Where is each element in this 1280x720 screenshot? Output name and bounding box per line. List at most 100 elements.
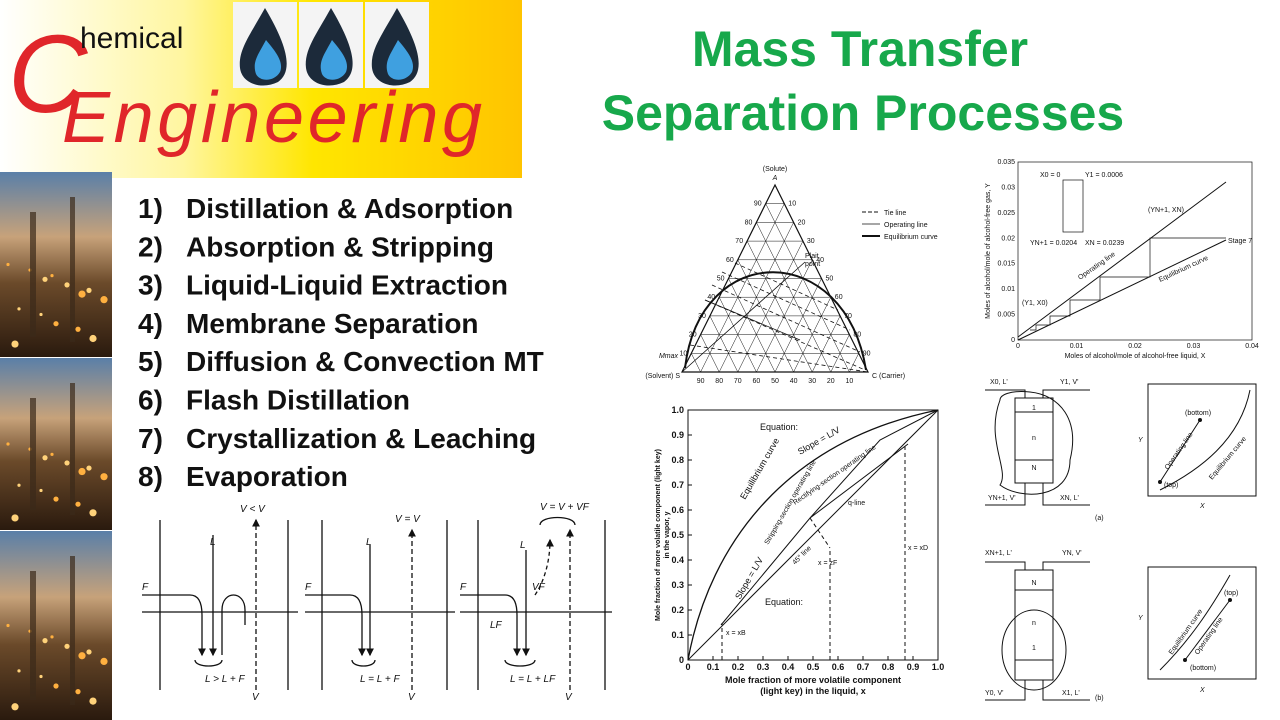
label: N: [1031, 580, 1036, 587]
tick-label: 80: [853, 332, 861, 339]
topic-text: Liquid-Liquid Extraction: [186, 270, 508, 301]
label: X0 = 0: [1040, 172, 1061, 179]
label: X: [1199, 503, 1205, 510]
tower: [30, 398, 36, 510]
label: (Solvent) S: [645, 373, 680, 380]
x-tick-label: 1.0: [932, 662, 945, 672]
label: Y1, V': [1060, 379, 1078, 386]
label: F: [460, 582, 467, 593]
label: V: [252, 692, 260, 703]
topic-list: 1) Distillation & Adsorption 2) Absorption …: [138, 193, 544, 492]
light: [11, 340, 19, 348]
light: [100, 296, 108, 304]
grid-line: [728, 278, 776, 373]
line-art: [305, 520, 455, 690]
tick-label: 30: [807, 238, 815, 245]
label: YN+1 = 0.0204: [1030, 240, 1077, 247]
photo-strip: [0, 172, 112, 720]
line-art: [142, 516, 612, 690]
line-art: [1159, 574, 1231, 671]
topic-number: 4): [138, 308, 163, 339]
line-art: [460, 594, 521, 657]
light: [75, 689, 81, 695]
light: [75, 326, 81, 332]
label: Operating line: [1164, 431, 1195, 471]
axis-label: (light key) in the liquid, x: [760, 686, 866, 696]
label: n: [1032, 620, 1036, 627]
tick-label: 10: [680, 350, 688, 357]
light: [6, 442, 10, 446]
line-art: [1014, 397, 1054, 484]
light: [64, 460, 70, 466]
line-art: [1184, 599, 1231, 661]
label: XN+1, L': [985, 550, 1012, 557]
line-art: [142, 594, 206, 657]
tick-label: 10: [788, 201, 796, 208]
light: [42, 455, 48, 461]
tick-label: 40: [707, 294, 715, 301]
label: L: [366, 537, 372, 548]
label: x = zF: [818, 560, 837, 567]
y-tick-label: 0.015: [997, 261, 1015, 268]
topic-number: 5): [138, 346, 163, 377]
light: [50, 635, 54, 639]
topic-text: Crystallization & Leaching: [186, 423, 536, 454]
line-art: [504, 659, 536, 667]
label: Stripping-section operating line: [764, 459, 818, 546]
label: point: [805, 261, 820, 268]
grid-line: [709, 315, 739, 373]
label: Equation:: [765, 597, 803, 607]
logo-rest: hemical: [80, 22, 183, 55]
line-art: [0, 358, 112, 530]
x-tick-label: 0.04: [1245, 343, 1259, 350]
line-art: [687, 409, 939, 661]
light: [11, 514, 19, 522]
title-line: Separation Processes: [602, 85, 1125, 141]
x-tick-label: 0.02: [1128, 343, 1142, 350]
light: [17, 307, 21, 311]
tick-label: 50: [771, 378, 779, 385]
mccabe-thiele-diagram: Equation: Equilibrium curve Slope = L/V …: [655, 405, 944, 696]
tick-label: 20: [689, 332, 697, 339]
light: [100, 657, 108, 666]
label: X: [1199, 687, 1205, 694]
line-art: [1228, 598, 1232, 602]
label: XN = 0.0239: [1085, 240, 1124, 247]
y-tick-label: 0.1: [671, 630, 684, 640]
tick-label: 70: [734, 378, 742, 385]
light: [39, 312, 43, 317]
y-tick-label: 0.2: [671, 605, 684, 615]
light: [53, 496, 59, 502]
line-art: [6, 197, 108, 711]
light: [53, 683, 59, 689]
label: Mmax: [659, 353, 679, 360]
light: [11, 703, 19, 711]
label: (top): [1164, 482, 1178, 489]
label: (top): [1224, 590, 1238, 597]
label: V < V: [240, 504, 266, 515]
tick-label: 70: [844, 313, 852, 320]
line-art: [0, 172, 112, 357]
label: L = L + LF: [510, 674, 556, 685]
label: Stage 7: [1228, 238, 1252, 245]
light: [89, 509, 97, 517]
y-tick-label: 0.03: [1001, 184, 1015, 191]
label: VF: [532, 582, 546, 593]
line-art: [1014, 569, 1054, 681]
label: YN, V': [1062, 550, 1082, 557]
tick-label: 30: [808, 378, 816, 385]
legend-label: Operating line: [884, 222, 928, 229]
x-tick-label: 0.3: [757, 662, 770, 672]
line-art: [689, 262, 869, 373]
logo-word: Engineering: [62, 78, 482, 158]
line-art: [534, 538, 554, 596]
label: (bottom): [1185, 410, 1211, 417]
y-tick-label: 0.4: [671, 555, 684, 565]
line-art: [386, 40, 414, 80]
topic-text: Distillation & Adsorption: [186, 193, 513, 224]
tick-label: 60: [835, 294, 843, 301]
y-tick-label: 0.3: [671, 580, 684, 590]
label: Plait: [805, 253, 819, 260]
label: Slope = L/V: [796, 425, 842, 457]
